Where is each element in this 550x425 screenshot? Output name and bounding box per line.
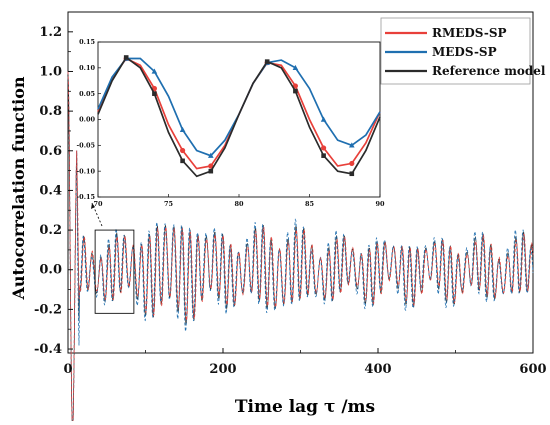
inset-marker-square	[180, 158, 185, 164]
inset-y-tick-label: 0.05	[79, 90, 95, 98]
inset-marker-circle	[321, 145, 327, 151]
inset-y-tick-label: -0.15	[76, 193, 95, 201]
inset-line-reference-model	[97, 56, 381, 178]
inset-y-tick-label: -0.05	[76, 142, 95, 150]
y-tick-label: 0.8	[39, 104, 62, 119]
inset-marker-square	[152, 91, 157, 96]
inset-y-tick-label: -0.10	[76, 167, 95, 175]
main-series-group	[67, 71, 534, 425]
legend-label: MEDS-SP	[432, 45, 497, 59]
y-tick-label: 0.4	[39, 183, 62, 198]
inset-marker-circle	[180, 147, 186, 154]
x-axis-title: Time lag τ /ms	[235, 397, 375, 417]
inset-marker-triangle	[320, 116, 327, 122]
series-line-meds-sp	[67, 71, 534, 425]
y-tick-label: -0.2	[34, 302, 62, 317]
series-line-rmeds-sp	[67, 71, 534, 425]
y-tick-label: 1.0	[39, 64, 62, 79]
x-tick-label: 400	[364, 362, 391, 377]
inset-x-tick-label: 75	[164, 200, 174, 208]
inset-x-tick-label: 85	[305, 200, 315, 208]
inset-marker-square	[293, 88, 298, 94]
inset-marker-triangle	[208, 152, 214, 158]
x-tick-label: 0	[63, 362, 72, 377]
inset-x-tick-label: 80	[234, 200, 244, 208]
y-tick-label: 0.6	[39, 144, 62, 159]
highlight-box	[94, 229, 135, 314]
x-tick-label: 600	[519, 362, 546, 377]
legend: RMEDS-SP MEDS-SP Reference model	[380, 17, 546, 85]
inset-chart: -0.15 -0.10 -0.05 0.00 0.05 0.10 0.15 70 75 80 85 9…	[76, 38, 385, 208]
legend-label: Reference model	[432, 64, 546, 78]
inset-marker-square	[349, 171, 355, 177]
y-axis-title: Autocorrelation function	[9, 76, 28, 300]
inset-marker-square	[208, 168, 214, 174]
inset-marker-circle	[292, 83, 298, 89]
inset-marker-square	[264, 59, 270, 64]
inset-y-tick-label: 0.15	[79, 38, 95, 46]
y-tick-label: 0.0	[39, 263, 62, 278]
inset-y-tick-label: 0.10	[79, 64, 95, 72]
y-tick-label: 0.2	[39, 223, 62, 238]
x-tick-label: 200	[209, 362, 236, 377]
inset-marker-triangle	[151, 68, 158, 74]
inset-frame	[97, 41, 381, 198]
inset-y-tick-label: 0.00	[79, 116, 95, 124]
zoom-arrow-head	[91, 203, 95, 209]
inset-marker-triangle	[179, 126, 186, 133]
legend-label: RMEDS-SP	[432, 26, 507, 40]
inset-marker-circle	[208, 163, 214, 169]
inset-marker-triangle	[349, 142, 355, 148]
y-tick-label: 1.2	[39, 25, 62, 40]
inset-marker-circle	[349, 160, 355, 167]
inset-marker-triangle	[292, 64, 299, 71]
inset-x-tick-label: 90	[375, 200, 385, 208]
inset-marker-square	[321, 153, 326, 158]
inset-marker-square	[123, 55, 129, 60]
main-axes: -0.4 -0.2 0.0 0.2 0.4 0.6 0.8 1.0 1.2 0 200 400 600	[34, 25, 547, 377]
y-tick-label: -0.4	[34, 342, 62, 357]
inset-x-tick-label: 70	[93, 200, 103, 208]
